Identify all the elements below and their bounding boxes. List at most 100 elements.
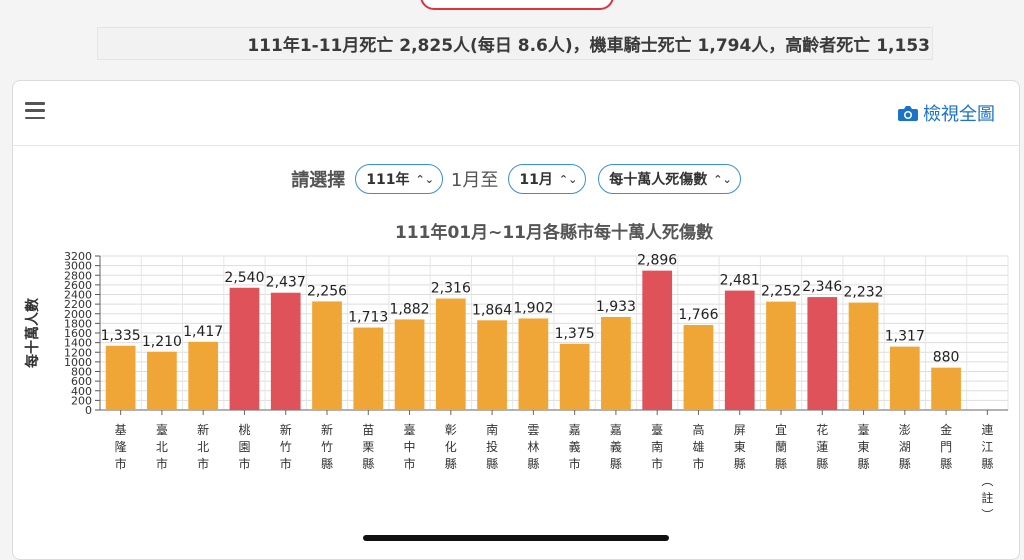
data-label: 1,766: [678, 307, 718, 323]
bar: [105, 345, 136, 410]
filter-controls: 請選擇 111年 ⌃⌄ 1月至 11月 ⌃⌄ 每十萬人死傷數 ⌃⌄: [13, 164, 1019, 194]
bar: [559, 343, 590, 410]
data-label: 1,210: [142, 334, 182, 350]
y-tick-label: 1200: [64, 346, 92, 359]
x-tick-label: 金門縣: [940, 422, 952, 471]
year-select-value: 111年: [366, 172, 410, 188]
y-tick-label: 600: [71, 375, 92, 388]
data-label: 1,864: [472, 302, 512, 318]
data-label: 1,375: [555, 326, 595, 342]
x-tick-label: 臺南市: [651, 422, 663, 471]
y-tick-label: 2200: [64, 298, 92, 311]
bar: [518, 318, 549, 410]
bar: [807, 297, 838, 410]
home-indicator: [363, 535, 669, 541]
data-label: 2,346: [802, 279, 842, 295]
x-tick-label: 臺中市: [404, 422, 416, 471]
chart-title: 111年01月~11月各縣市每十萬人死傷數: [395, 222, 713, 243]
y-tick-label: 200: [71, 394, 92, 407]
x-tick-label: 花蓮縣: [816, 422, 828, 471]
x-tick-label: 澎湖縣: [899, 423, 911, 471]
x-tick-label: 南投縣: [486, 422, 498, 471]
select-label: 請選擇: [291, 170, 346, 191]
metric-select[interactable]: 每十萬人死傷數 ⌃⌄: [598, 164, 741, 194]
metric-select-value: 每十萬人死傷數: [609, 172, 708, 188]
bar: [312, 301, 342, 410]
updown-chevron-icon: ⌃⌄: [558, 172, 578, 186]
summary-banner: 111年1-11月死亡 2,825人(每日 8.6人)，機車騎士死亡 1,794…: [97, 27, 933, 60]
bar: [353, 327, 384, 410]
y-tick-label: 2600: [64, 279, 92, 292]
y-tick-label: 2800: [64, 269, 92, 282]
y-tick-label: 1000: [64, 356, 92, 369]
y-tick-label: 800: [71, 366, 92, 379]
data-label: 2,540: [224, 270, 264, 286]
data-label: 1,933: [596, 299, 636, 315]
data-label: 2,437: [266, 275, 306, 291]
data-label: 2,481: [720, 273, 760, 289]
from-month-text: 1月至: [450, 170, 499, 191]
data-label: 2,896: [637, 253, 677, 269]
y-tick-label: 2400: [64, 289, 92, 302]
view-all-button[interactable]: 檢視全圖: [898, 100, 995, 126]
bar: [766, 301, 796, 410]
x-tick-label: 連江縣︵註︶: [981, 423, 993, 522]
x-tick-label: 臺北市: [156, 422, 168, 471]
x-tick-label: 苗栗縣: [362, 423, 374, 471]
bar: [889, 346, 920, 410]
data-label: 2,232: [843, 285, 883, 301]
x-tick-label: 桃園市: [238, 422, 250, 471]
data-label: 1,317: [885, 329, 925, 345]
y-tick-label: 1400: [64, 337, 92, 350]
bar: [724, 290, 755, 410]
bar: [642, 270, 673, 410]
data-label: 1,335: [101, 328, 141, 344]
data-label: 880: [933, 350, 960, 366]
camera-icon: [898, 105, 918, 121]
x-tick-label: 嘉義市: [569, 423, 581, 471]
bar: [229, 287, 260, 410]
month-select-value: 11月: [519, 172, 553, 188]
bar: [270, 292, 301, 410]
bar: [435, 298, 466, 410]
data-label: 2,252: [761, 284, 801, 300]
data-label: 1,902: [513, 300, 553, 316]
y-tick-label: 1600: [64, 327, 92, 340]
bar: [477, 320, 507, 410]
bar: [147, 351, 177, 410]
y-tick-label: 3000: [64, 260, 92, 273]
data-label: 2,316: [431, 281, 471, 297]
bar: [601, 316, 631, 410]
x-tick-label: 屏東縣: [734, 423, 746, 471]
updown-chevron-icon: ⌃⌄: [415, 172, 434, 186]
y-axis-label: 每十萬人數: [24, 298, 41, 368]
year-select[interactable]: 111年 ⌃⌄: [355, 164, 443, 194]
x-tick-label: 基隆市: [115, 423, 127, 471]
x-tick-label: 高雄市: [692, 422, 704, 471]
x-tick-label: 臺東縣: [858, 422, 870, 471]
x-tick-label: 雲林縣: [527, 423, 539, 471]
bar: [188, 341, 219, 410]
x-tick-label: 新竹市: [280, 422, 292, 471]
view-all-label: 檢視全圖: [923, 104, 995, 125]
month-select[interactable]: 11月 ⌃⌄: [508, 164, 587, 194]
menu-icon[interactable]: [25, 102, 45, 120]
y-tick-label: 400: [71, 385, 92, 398]
updown-chevron-icon: ⌃⌄: [713, 172, 732, 186]
x-tick-label: 宜蘭縣: [775, 422, 787, 471]
card-header: 檢視全圖: [13, 81, 1019, 146]
summary-text: 111年1-11月死亡 2,825人(每日 8.6人)，機車騎士死亡 1,794…: [247, 36, 930, 56]
data-label: 2,256: [307, 283, 347, 299]
x-tick-label: 新竹縣: [321, 422, 333, 471]
y-tick-label: 2000: [64, 308, 92, 321]
data-label: 1,882: [389, 301, 429, 317]
bar: [394, 319, 425, 410]
y-tick-label: 1800: [64, 317, 92, 330]
x-tick-label: 嘉義縣: [610, 423, 622, 471]
x-tick-label: 彰化縣: [445, 422, 457, 471]
data-label: 1,713: [348, 310, 388, 326]
bar: [931, 367, 961, 410]
bar: [848, 302, 879, 410]
y-tick-label: 3200: [64, 250, 92, 263]
